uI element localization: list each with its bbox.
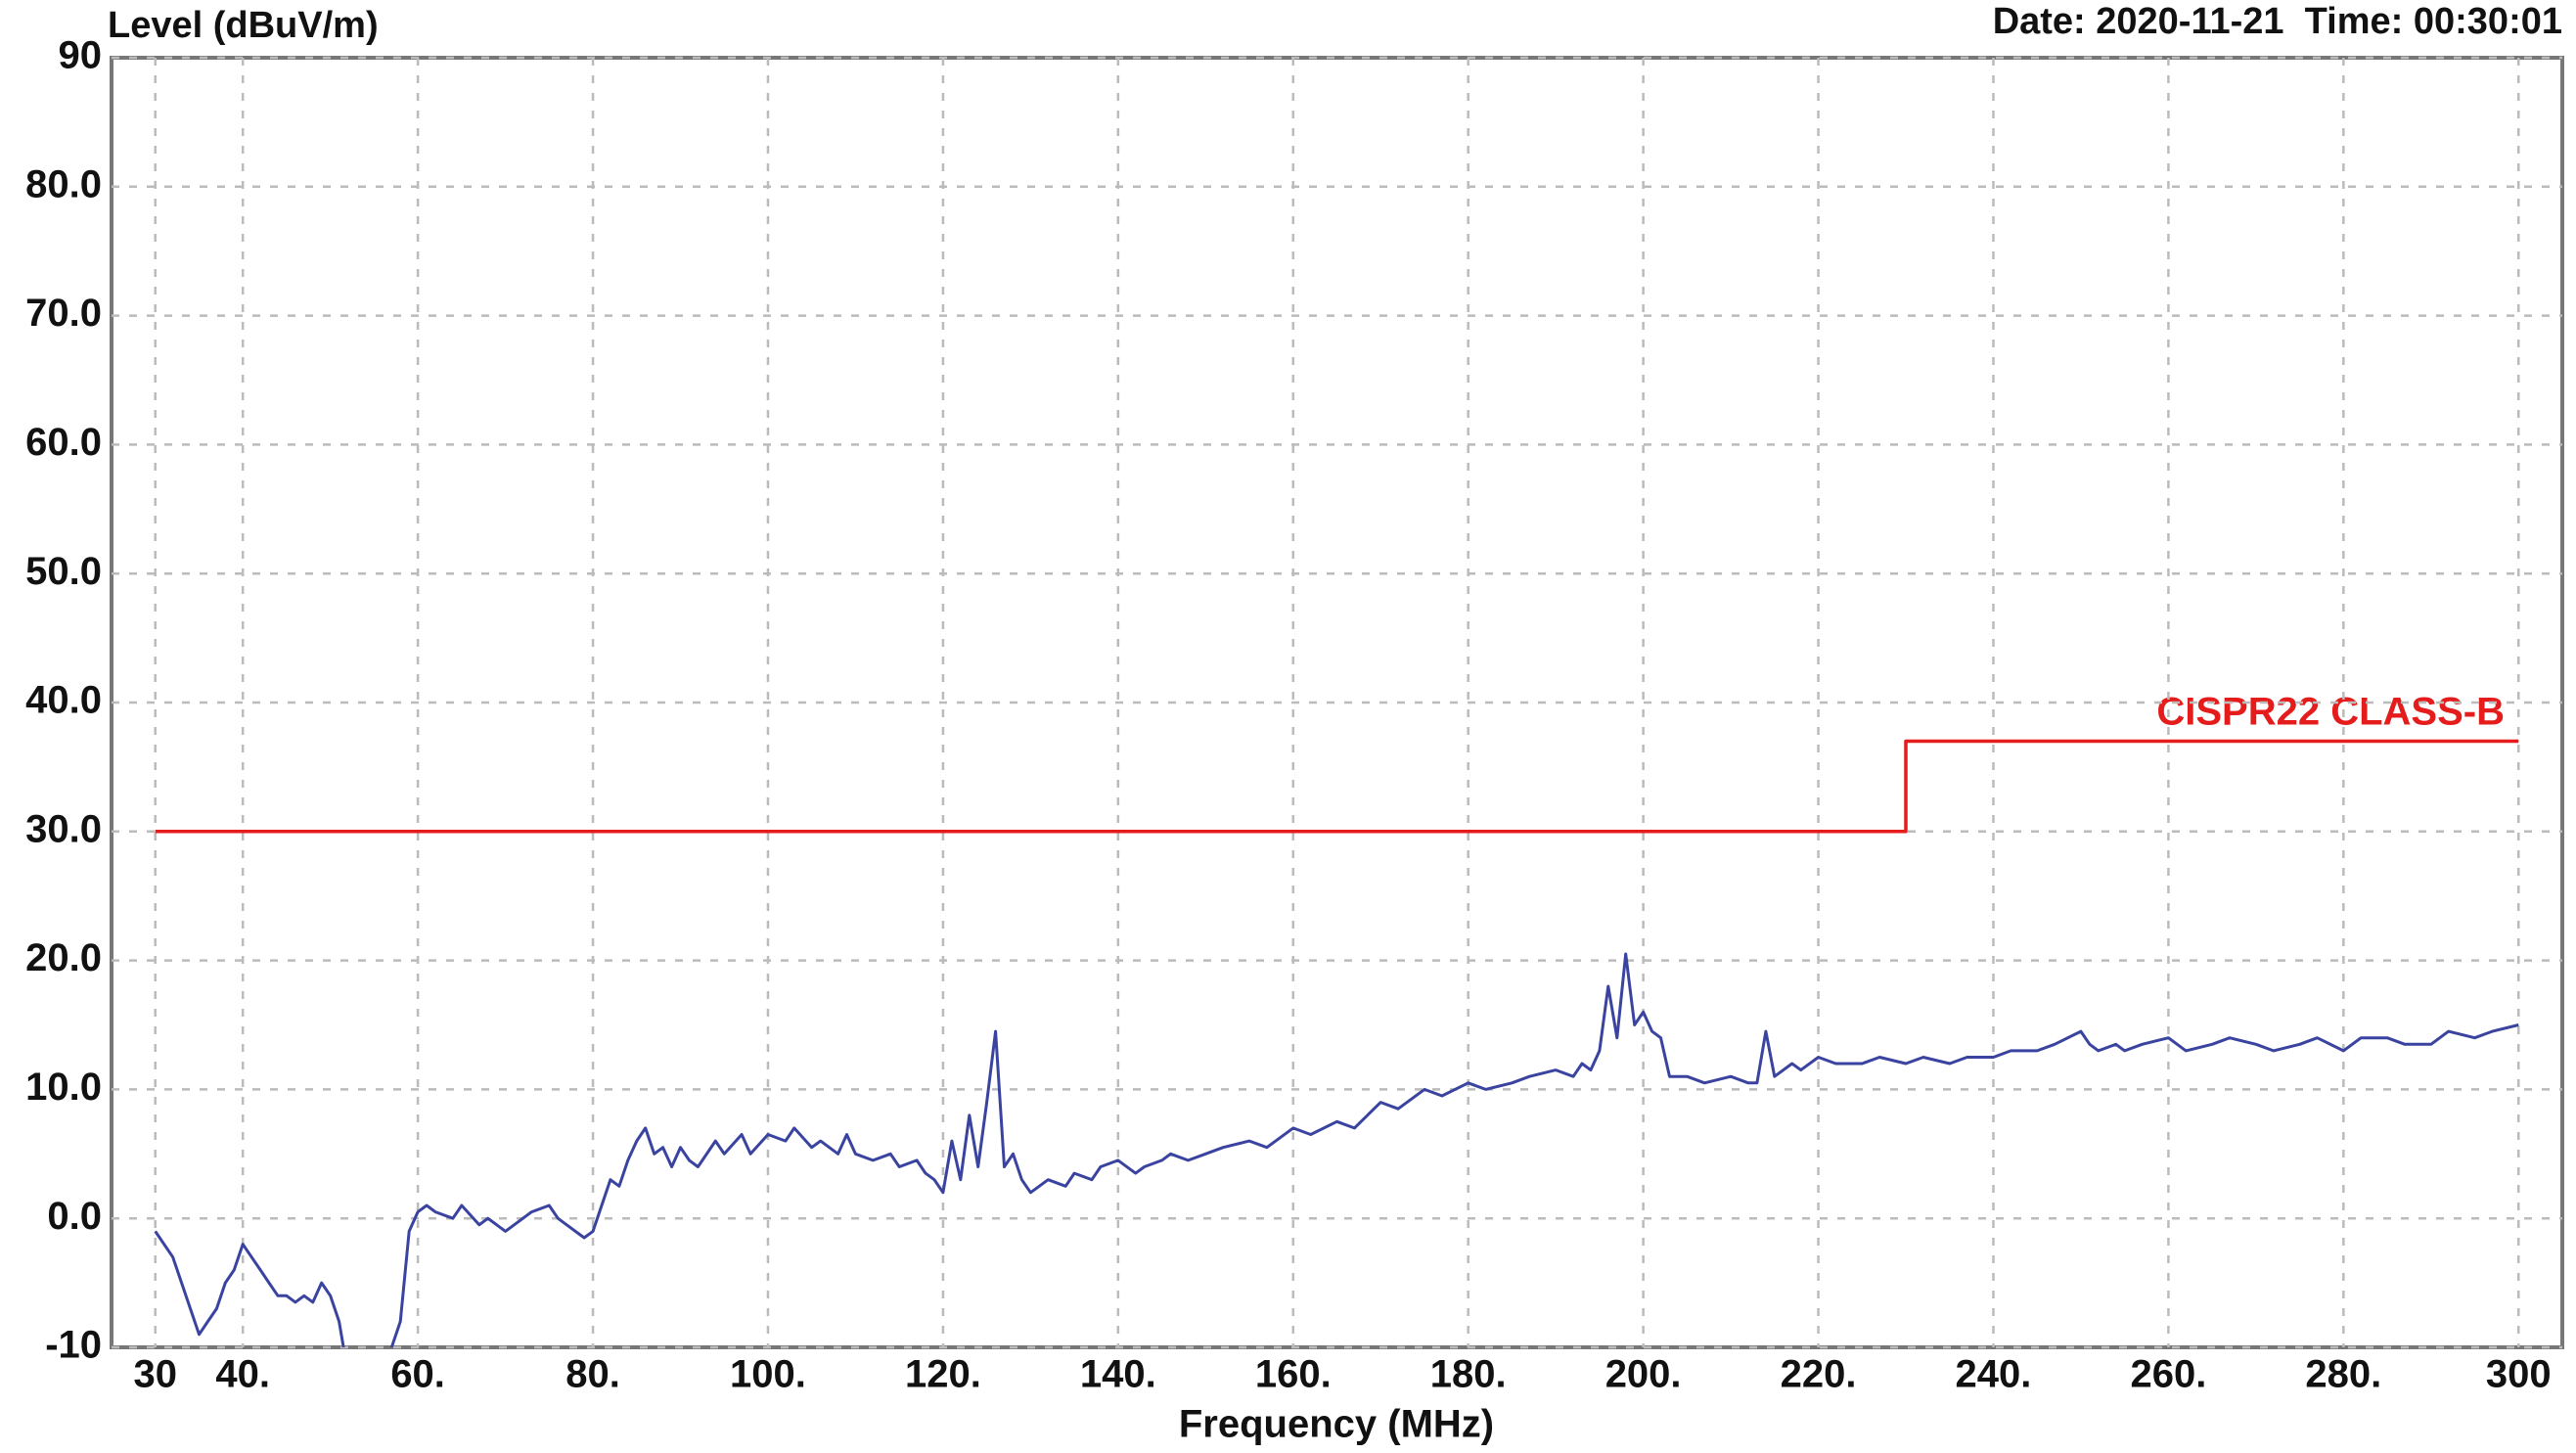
x-tick-label: 120. bbox=[905, 1353, 981, 1396]
x-tick-label: 260. bbox=[2130, 1353, 2206, 1396]
y-tick-label: 0.0 bbox=[47, 1195, 102, 1238]
x-tick-label: 160. bbox=[1255, 1353, 1332, 1396]
chart-title: Level (dBuV/m) bbox=[108, 5, 379, 46]
y-tick-label: 30.0 bbox=[25, 807, 102, 850]
series-line bbox=[155, 739, 2519, 834]
y-tick-label: 20.0 bbox=[25, 936, 102, 979]
x-tick-label: 30 bbox=[133, 1353, 177, 1396]
x-tick-label: 300 bbox=[2486, 1353, 2552, 1396]
x-axis-label: Frequency (MHz) bbox=[1179, 1403, 1494, 1446]
x-tick-label: 60. bbox=[390, 1353, 445, 1396]
x-tick-label: 180. bbox=[1430, 1353, 1507, 1396]
x-tick-label: 220. bbox=[1781, 1353, 1857, 1396]
y-tick-label: 50.0 bbox=[25, 550, 102, 593]
y-tick-label: 40.0 bbox=[25, 679, 102, 722]
y-tick-label: 90 bbox=[59, 34, 103, 77]
y-tick-label: -10 bbox=[45, 1324, 102, 1367]
x-tick-label: 280. bbox=[2305, 1353, 2381, 1396]
y-tick-label: 80.0 bbox=[25, 162, 102, 205]
x-tick-label: 100. bbox=[730, 1353, 806, 1396]
x-tick-label: 140. bbox=[1080, 1353, 1156, 1396]
y-tick-label: 60.0 bbox=[25, 421, 102, 464]
series-line bbox=[154, 952, 2519, 1347]
x-tick-label: 40. bbox=[215, 1353, 270, 1396]
x-tick-label: 80. bbox=[565, 1353, 620, 1396]
chart-subtitle: Date: 2020-11-21 Time: 00:30:01 bbox=[1993, 1, 2562, 42]
limit-label: CISPR22 CLASS-B bbox=[2156, 691, 2505, 734]
x-tick-label: 200. bbox=[1605, 1353, 1682, 1396]
x-tick-label: 240. bbox=[1956, 1353, 2032, 1396]
y-tick-label: 10.0 bbox=[25, 1066, 102, 1109]
y-tick-label: 70.0 bbox=[25, 292, 102, 335]
